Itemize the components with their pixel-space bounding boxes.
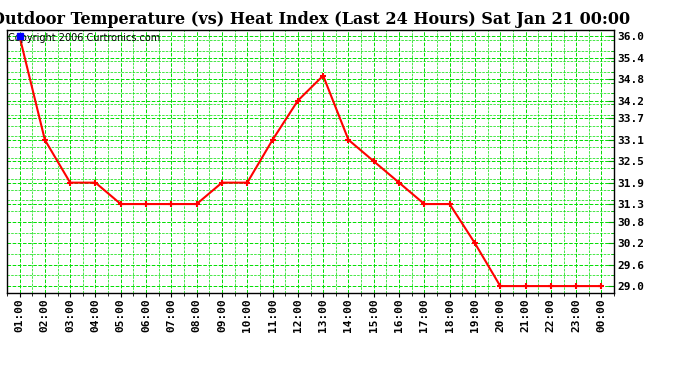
Text: Outdoor Temperature (vs) Heat Index (Last 24 Hours) Sat Jan 21 00:00: Outdoor Temperature (vs) Heat Index (Las…	[0, 11, 630, 28]
Text: Copyright 2006 Curtronics.com: Copyright 2006 Curtronics.com	[8, 33, 160, 43]
